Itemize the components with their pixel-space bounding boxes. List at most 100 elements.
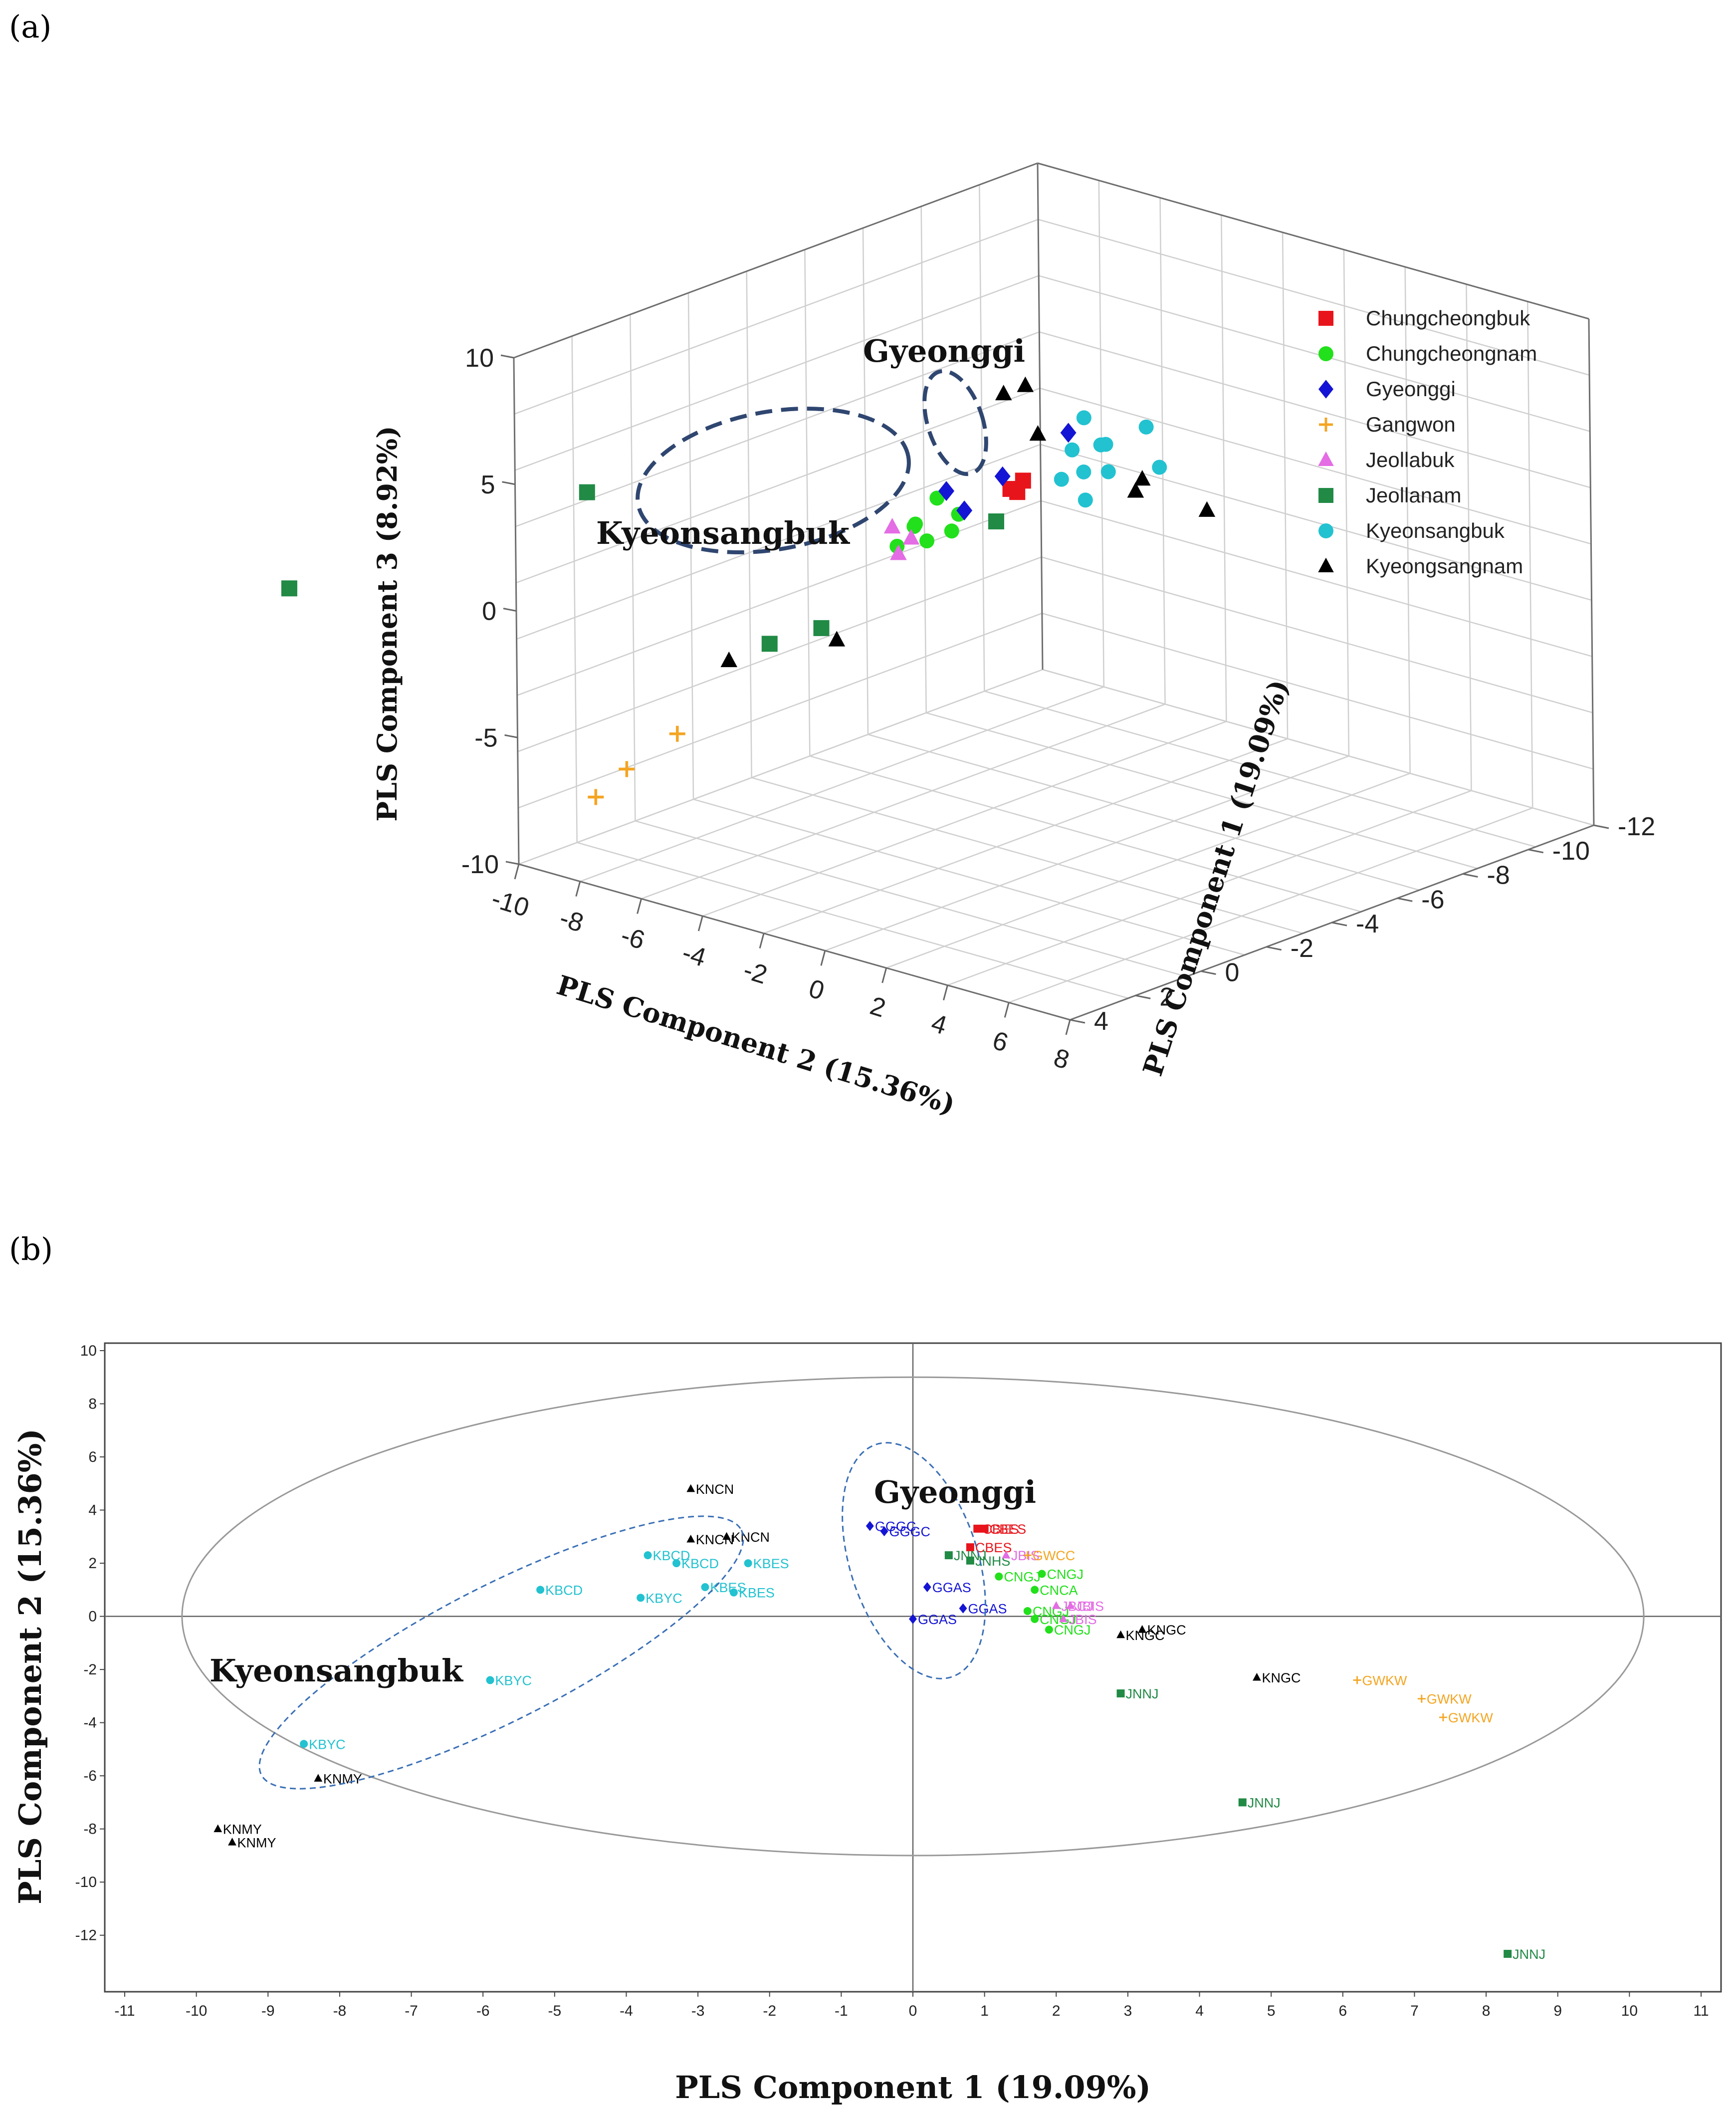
point-gwkw	[1417, 1694, 1426, 1703]
left-wall-grid-line	[514, 219, 1039, 415]
point-label: GGAS	[968, 1602, 1007, 1617]
x-tick-mark	[637, 898, 643, 914]
x-tick-mark	[1065, 1019, 1071, 1035]
y-tick-mark	[1201, 970, 1216, 975]
point-cbes	[980, 1524, 989, 1533]
z-tick-labels: 10 5 0 -5 -10	[461, 344, 519, 879]
x-tick-mark	[697, 916, 703, 932]
floor-grid-line	[693, 798, 1245, 956]
back-wall-grid-line	[1042, 613, 1594, 770]
point-jeollanam	[988, 513, 1004, 530]
x-tick-label-2d: -7	[405, 2003, 418, 2019]
point-kyeonsangbuk	[1054, 471, 1069, 487]
point-label: KBCD	[653, 1548, 690, 1563]
left-wall-grid-line	[862, 228, 869, 735]
x-tick-label-2d: 11	[1693, 2003, 1709, 2019]
point-ggas	[923, 1582, 931, 1593]
z-tick-mark	[504, 734, 518, 738]
back-wall-grid-line	[1221, 215, 1227, 722]
z-tick-mark	[503, 608, 517, 612]
point-jbis	[1002, 1550, 1011, 1559]
point-kngc	[1138, 1625, 1147, 1633]
point-kyeonsangbuk	[1076, 464, 1091, 479]
y-tick-label-2d: 6	[88, 1449, 97, 1465]
point-kyeongsangnam	[1133, 469, 1151, 486]
y-tick-labels: 4 2 0 -2 -4 -6 -8 -10 -12	[1070, 812, 1655, 1036]
floor-grid-line	[926, 712, 1478, 869]
left-wall-grid-line	[630, 314, 636, 821]
point-kbyc	[486, 1676, 494, 1684]
x-tick-label-2d: 10	[1621, 2003, 1638, 2019]
kyeonsangbuk-cluster-ellipse	[636, 406, 911, 555]
z-tick-label: 5	[481, 470, 495, 499]
x-axis-line	[518, 863, 1071, 1021]
legend-marker-kyeongsangnam	[1318, 557, 1334, 572]
floor-grid-line	[825, 755, 1349, 951]
x-tick-label-2d: -9	[261, 2003, 275, 2019]
kyeonsangbuk-annotation: Kyeonsangbuk	[596, 515, 851, 551]
point-kbes	[744, 1559, 752, 1568]
left-wall-grid-line	[514, 275, 1039, 471]
point-chungcheongnam	[944, 523, 959, 539]
gyeonggi-annotation-2d: Gyeonggi	[874, 1474, 1036, 1510]
point-label: JBIS	[1076, 1599, 1104, 1614]
y-tick-label: -10	[1552, 837, 1590, 866]
x-tick-labels: -11 -10 -9 -8 -7 -6 -5 -4 -3 -2 -1 0 1 2 3 4 5 6 7 8 9 10 11	[114, 1992, 1709, 2019]
point-label: GWKW	[1427, 1692, 1472, 1707]
x-tick-label-2d: -4	[620, 2003, 633, 2019]
box-edge	[513, 162, 1038, 359]
left-wall-grid-line	[804, 249, 811, 756]
point-kyeonsangbuk	[1098, 437, 1113, 452]
legend-label-chungcheongbuk: Chungcheongbuk	[1366, 306, 1530, 330]
x-tick-mark	[575, 881, 581, 897]
point-kyeongsangnam	[1198, 501, 1216, 517]
floor-grid-line	[751, 777, 1303, 934]
legend-label-chungcheongnam: Chungcheongnam	[1366, 342, 1537, 365]
back-wall-grid-line	[1098, 180, 1105, 687]
point-jeollanam	[281, 580, 297, 597]
y-tick-label-2d: 2	[88, 1555, 97, 1572]
points-2d: KNCNKNCNKNCNKBCDKBCDKBCDKBYCKBESKBESKBES…	[214, 1482, 1545, 1962]
x-tick-label-2d: -5	[548, 2003, 561, 2019]
y-axis-title: PLS Component 1 (19.09%)	[1136, 676, 1295, 1080]
point-jeollabuk	[902, 529, 920, 545]
point-gwcc	[1023, 1551, 1032, 1560]
point-jeollabuk	[890, 544, 907, 560]
point-label: KBCD	[545, 1583, 583, 1598]
point-kbyc	[300, 1740, 308, 1748]
y-tick-label-2d: 4	[88, 1502, 97, 1519]
x-axis-title: PLS Component 2 (15.36%)	[553, 969, 959, 1121]
x-tick-label-2d: 2	[1052, 2003, 1061, 2019]
point-cbes	[966, 1543, 974, 1552]
point-kbcd	[536, 1586, 545, 1594]
back-wall-grid-line	[1041, 500, 1593, 657]
point-jbis	[1059, 1614, 1068, 1623]
x-tick-label-2d: -1	[835, 2003, 848, 2019]
point-label: KBES	[739, 1586, 775, 1601]
point-ggas	[909, 1614, 917, 1624]
point-label: GWCC	[1033, 1548, 1075, 1563]
y-tick-label: -2	[1291, 934, 1313, 963]
legend-marker-gangwon	[1319, 418, 1333, 432]
point-cngj	[995, 1572, 1003, 1581]
point-gyeonggi	[994, 466, 1011, 486]
legend-label-jeollabuk: Jeollabuk	[1366, 448, 1455, 471]
point-gwkw	[1439, 1713, 1447, 1721]
point-label: KNCN	[732, 1530, 770, 1545]
y-tick-label: -12	[1618, 812, 1655, 841]
gyeonggi-cluster-ellipse	[922, 369, 988, 476]
point-jnnj	[1238, 1798, 1247, 1807]
point-label: JNNJ	[1126, 1686, 1159, 1701]
y-tick-label-2d: -6	[83, 1768, 97, 1784]
point-label: JBCJ	[1061, 1599, 1093, 1614]
floor-grid-line	[947, 790, 1472, 986]
point-jnnj	[944, 1551, 953, 1560]
point-label: KBES	[710, 1580, 746, 1595]
point-gyeonggi	[956, 500, 973, 521]
point-kyeonsangbuk	[1076, 410, 1091, 426]
x-tick-label-2d: 7	[1410, 2003, 1419, 2019]
x-tick-mark	[881, 967, 887, 983]
point-label: GWKW	[1448, 1710, 1493, 1725]
point-kncn	[722, 1532, 731, 1540]
point-label: KNGC	[1147, 1623, 1186, 1638]
